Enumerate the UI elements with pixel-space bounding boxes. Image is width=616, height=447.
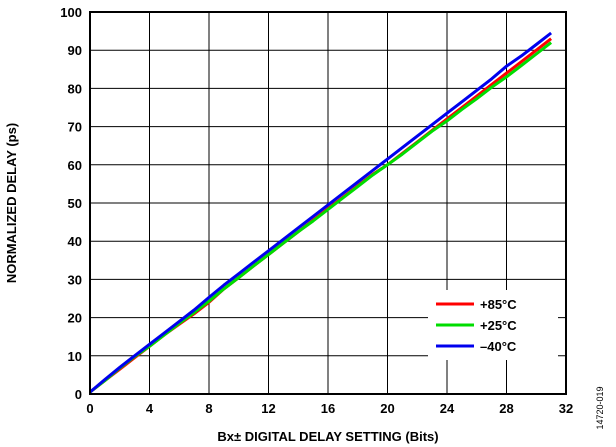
y-tick-label: 50 bbox=[68, 196, 82, 211]
x-axis-title: Bx± DIGITAL DELAY SETTING (Bits) bbox=[217, 429, 438, 444]
y-tick-label: 40 bbox=[68, 234, 82, 249]
y-tick-label: 60 bbox=[68, 158, 82, 173]
x-tick-label: 24 bbox=[440, 401, 455, 416]
y-tick-label: 100 bbox=[60, 5, 82, 20]
x-tick-label: 8 bbox=[205, 401, 212, 416]
y-tick-label: 70 bbox=[68, 120, 82, 135]
x-tick-label: 28 bbox=[499, 401, 513, 416]
x-tick-label: 20 bbox=[380, 401, 394, 416]
y-tick-label: 30 bbox=[68, 272, 82, 287]
legend-label: +85°C bbox=[480, 297, 517, 312]
y-axis-title: NORMALIZED DELAY (ps) bbox=[4, 123, 19, 283]
series-line bbox=[89, 41, 553, 394]
series-lines bbox=[89, 31, 553, 394]
figure-id: 14720-019 bbox=[595, 386, 605, 429]
x-tick-label: 0 bbox=[86, 401, 93, 416]
y-tick-label: 90 bbox=[68, 43, 82, 58]
x-tick-label: 4 bbox=[146, 401, 154, 416]
y-tick-label: 10 bbox=[68, 349, 82, 364]
grid bbox=[89, 11, 567, 395]
x-tick-label: 32 bbox=[559, 401, 573, 416]
legend-label: –40°C bbox=[480, 339, 517, 354]
x-tick-label: 16 bbox=[321, 401, 335, 416]
y-tick-label: 20 bbox=[68, 311, 82, 326]
legend: +85°C +25°C –40°C bbox=[428, 290, 558, 360]
series-line bbox=[89, 31, 553, 394]
x-tick-label: 12 bbox=[261, 401, 275, 416]
y-tick-label: 80 bbox=[68, 81, 82, 96]
plot-frame bbox=[89, 11, 567, 395]
y-tick-label: 0 bbox=[75, 387, 82, 402]
tick-labels: 0 4 8 12 16 20 24 28 32 0 10 20 30 40 50 60 70 80 90 100 bbox=[60, 5, 573, 416]
legend-label: +25°C bbox=[480, 318, 517, 333]
